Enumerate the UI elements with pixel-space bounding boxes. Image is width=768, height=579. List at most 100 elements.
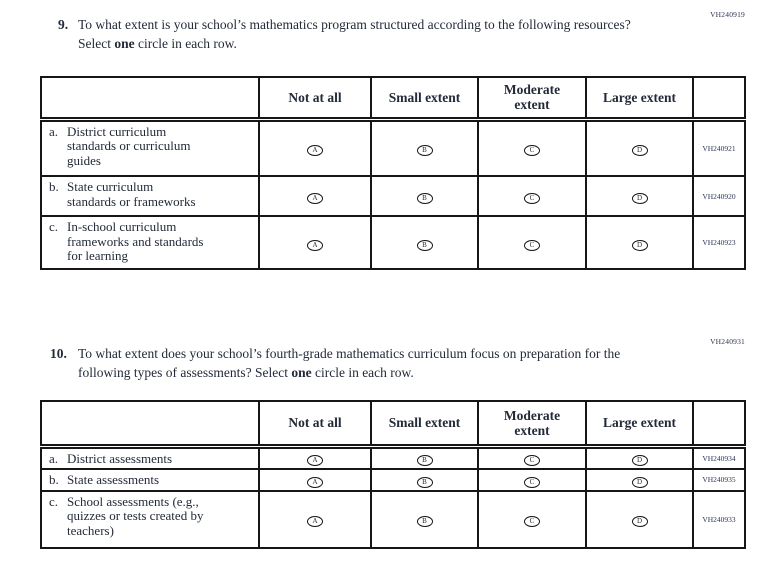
row-label-state-assessments: b. State assessments [40, 468, 260, 492]
answer-bubble-c[interactable]: C [524, 476, 540, 488]
table-row: a. District curriculum standards or curr… [40, 118, 746, 177]
table-row: c. School assessments (e.g., quizzes or … [40, 489, 746, 549]
option-cell-small-extent: B [370, 215, 479, 270]
answer-bubble-c[interactable]: C [524, 239, 540, 251]
answer-bubble-c[interactable]: C [524, 145, 540, 157]
option-cell-small-extent: B [370, 175, 479, 217]
answer-bubble-b[interactable]: B [416, 455, 433, 467]
question-10-margin-code: VH240931 [710, 337, 745, 346]
option-cell-moderate-extent: C [477, 468, 587, 492]
header-small-extent: Small extent [370, 76, 479, 122]
option-cell-large-extent: D [585, 175, 694, 217]
option-cell-large-extent: D [585, 468, 694, 492]
row-label-text: State curriculum standards or frameworks [67, 179, 196, 209]
row-label-text: School assessments (e.g., quizzes or tes… [67, 493, 204, 538]
option-cell-not-at-all: A [258, 175, 372, 217]
answer-bubble-d[interactable]: D [631, 476, 648, 488]
answer-bubble-c[interactable]: C [524, 193, 540, 204]
answer-bubble-b[interactable]: B [416, 476, 433, 488]
question-9-margin-code: VH240919 [710, 10, 745, 19]
header-not-at-all: Not at all [258, 76, 372, 122]
header-small-extent: Small extent [370, 400, 479, 449]
question-10-line2-post: circle in each row. [311, 365, 414, 380]
option-cell-not-at-all: A [258, 489, 372, 549]
row-letter: b. [49, 472, 59, 487]
header-large-extent: Large extent [585, 76, 694, 122]
answer-bubble-a[interactable]: A [307, 193, 323, 204]
question-10-number: 10. [50, 346, 67, 361]
answer-bubble-d[interactable]: D [631, 239, 648, 251]
option-cell-large-extent: D [585, 118, 694, 177]
answer-bubble-b[interactable]: B [416, 516, 433, 527]
option-cell-small-extent: B [370, 445, 479, 470]
row-label-text: District assessments [67, 450, 173, 466]
table-header-row: Not at all Small extent Moderate extent … [40, 76, 746, 122]
row-code: VH240935 [692, 468, 746, 492]
question-9-table: Not at all Small extent Moderate extent … [40, 76, 746, 270]
table-row: b. State curriculum standards or framewo… [40, 175, 746, 217]
row-letter: b. [49, 179, 59, 194]
question-10-bold-word: one [291, 365, 312, 380]
answer-bubble-c[interactable]: C [524, 455, 540, 467]
answer-bubble-a[interactable]: A [307, 476, 323, 488]
option-cell-small-extent: B [370, 489, 479, 549]
answer-bubble-b[interactable]: B [416, 145, 433, 157]
row-label-text: District curriculum standards or curricu… [67, 123, 191, 168]
header-moderate-extent: Moderate extent [477, 76, 587, 122]
answer-bubble-a[interactable]: A [307, 516, 323, 527]
question-9-prompt: 9. To what extent is your school’s mathe… [58, 15, 653, 53]
row-label-school-assessments: c. School assessments (e.g., quizzes or … [40, 489, 260, 549]
row-label-in-school-curriculum: c. In-school curriculum frameworks and s… [40, 215, 260, 270]
header-code-cell [692, 400, 746, 449]
row-label-district-assessments: a. District assessments [40, 445, 260, 470]
option-cell-small-extent: B [370, 118, 479, 177]
option-cell-moderate-extent: C [477, 175, 587, 217]
option-cell-large-extent: D [585, 489, 694, 549]
row-letter: a. [49, 123, 59, 139]
answer-bubble-d[interactable]: D [631, 516, 648, 527]
row-code: VH240934 [692, 445, 746, 470]
option-cell-not-at-all: A [258, 445, 372, 470]
answer-bubble-a[interactable]: A [307, 239, 323, 251]
question-9-number: 9. [58, 17, 69, 32]
table-row: c. In-school curriculum frameworks and s… [40, 215, 746, 270]
question-10-line2-pre: preparation for the following types of a… [78, 346, 621, 380]
answer-bubble-d[interactable]: D [631, 145, 648, 157]
question-9-text: To what extent is your school’s mathemat… [78, 15, 653, 53]
header-code-cell [692, 76, 746, 122]
header-not-at-all: Not at all [258, 400, 372, 449]
row-letter: c. [49, 493, 59, 509]
question-9-line2-post: circle in each row. [134, 36, 237, 51]
question-10-text: To what extent does your school’s fourth… [78, 344, 653, 382]
header-moderate-extent: Moderate extent [477, 400, 587, 449]
answer-bubble-d[interactable]: D [631, 193, 648, 204]
answer-bubble-b[interactable]: B [416, 239, 433, 251]
row-code: VH240933 [692, 489, 746, 549]
option-cell-large-extent: D [585, 215, 694, 270]
option-cell-moderate-extent: C [477, 118, 587, 177]
option-cell-not-at-all: A [258, 118, 372, 177]
answer-bubble-a[interactable]: A [307, 145, 323, 157]
question-10-prompt: 10. To what extent does your school’s fo… [50, 344, 653, 382]
option-cell-not-at-all: A [258, 468, 372, 492]
question-10-table: Not at all Small extent Moderate extent … [40, 400, 746, 549]
row-letter: c. [49, 219, 59, 234]
answer-bubble-a[interactable]: A [307, 455, 323, 467]
option-cell-moderate-extent: C [477, 489, 587, 549]
row-code: VH240923 [692, 215, 746, 270]
question-10-line1: To what extent does your school’s fourth… [78, 346, 517, 361]
answer-bubble-c[interactable]: C [524, 516, 540, 527]
option-cell-not-at-all: A [258, 215, 372, 270]
option-cell-small-extent: B [370, 468, 479, 492]
question-9-line1: To what extent is your school’s mathemat… [78, 17, 515, 32]
answer-bubble-b[interactable]: B [416, 193, 433, 204]
answer-bubble-d[interactable]: D [631, 455, 648, 467]
question-9-bold-word: one [114, 36, 135, 51]
row-code: VH240921 [692, 118, 746, 177]
header-empty-cell [40, 400, 260, 449]
table-row: a. District assessments A B C D VH240934 [40, 445, 746, 470]
row-letter: a. [49, 450, 59, 466]
option-cell-moderate-extent: C [477, 445, 587, 470]
row-label-state-curriculum: b. State curriculum standards or framewo… [40, 175, 260, 217]
